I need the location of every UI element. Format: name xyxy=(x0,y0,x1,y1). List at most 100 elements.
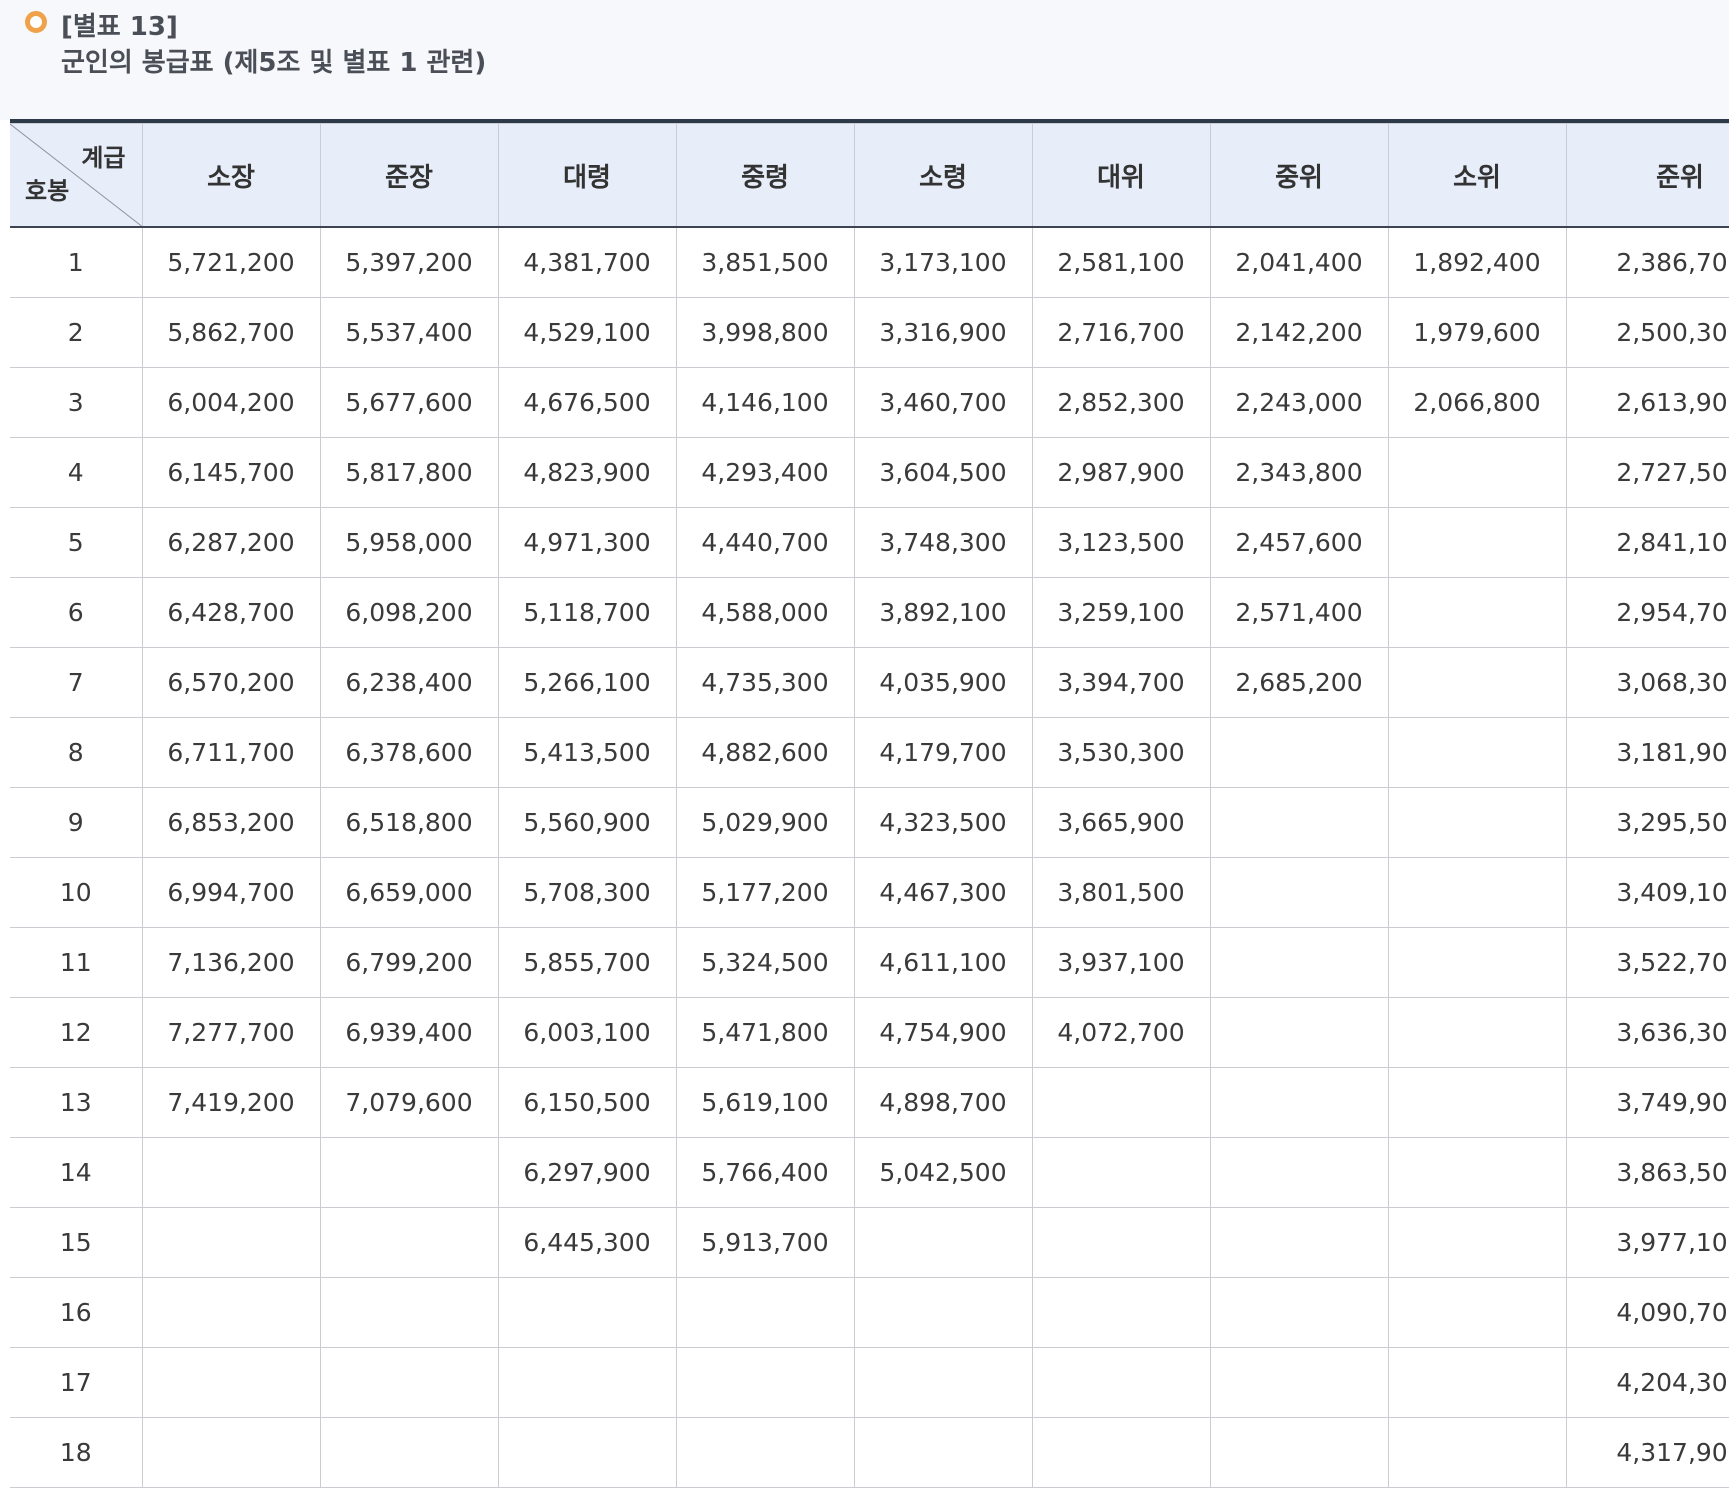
pay-cell: 6,570,200 xyxy=(141,647,321,718)
pay-cell: 7,277,700 xyxy=(141,997,321,1068)
pay-cell xyxy=(141,1277,321,1348)
pay-cell xyxy=(1387,437,1567,508)
step-cell: 8 xyxy=(10,717,143,788)
pay-cell: 2,987,900 xyxy=(1031,437,1211,508)
rank-axis-label: 계급 xyxy=(81,144,126,172)
pay-cell xyxy=(1387,577,1567,648)
pay-cell xyxy=(1209,927,1389,998)
pay-table-container: 계급 호봉 소장 준장 대령 중령 소령 대위 중위 소위 준위 1 5,721,200 5,397… xyxy=(10,119,1729,1495)
pay-cell: 3,530,300 xyxy=(1031,717,1211,788)
pay-cell: 2,041,400 xyxy=(1209,226,1389,298)
pay-cell xyxy=(319,1347,499,1418)
pay-cell: 4,735,300 xyxy=(675,647,855,718)
pay-cell: 6,799,200 xyxy=(319,927,499,998)
annex-number: [별표 13] xyxy=(61,12,178,42)
pay-cell: 1,892,400 xyxy=(1387,226,1567,298)
pay-cell xyxy=(1387,1137,1567,1208)
pay-cell: 2,685,200 xyxy=(1209,647,1389,718)
pay-cell: 4,898,700 xyxy=(853,1067,1033,1138)
pay-cell: 3,937,100 xyxy=(1031,927,1211,998)
pay-cell: 3,748,300 xyxy=(853,507,1033,578)
step-cell: 18 xyxy=(10,1417,143,1488)
diagonal-divider xyxy=(10,124,142,226)
pay-cell: 5,862,700 xyxy=(141,297,321,368)
pay-table-body: 1 5,721,200 5,397,200 4,381,700 3,851,500 3,1… xyxy=(10,226,1729,1488)
pay-cell xyxy=(675,1417,855,1488)
pay-cell xyxy=(1209,1277,1389,1348)
pay-cell xyxy=(1209,1067,1389,1138)
pay-cell: 3,173,100 xyxy=(853,226,1033,298)
pay-cell: 2,142,200 xyxy=(1209,297,1389,368)
pay-cell: 3,259,100 xyxy=(1031,577,1211,648)
rank-header-cell: 대위 xyxy=(1031,123,1211,228)
rank-header-cell: 중령 xyxy=(675,123,855,228)
pay-cell: 7,079,600 xyxy=(319,1067,499,1138)
pay-cell: 7,136,200 xyxy=(141,927,321,998)
rank-header-cell: 준위 xyxy=(1565,123,1729,228)
pay-cell: 2,386,700 xyxy=(1565,226,1729,298)
pay-cell: 3,749,900 xyxy=(1565,1067,1729,1138)
pay-cell: 4,588,000 xyxy=(675,577,855,648)
pay-cell: 4,882,600 xyxy=(675,717,855,788)
pay-cell xyxy=(1387,927,1567,998)
table-row: 9 6,853,200 6,518,800 5,560,900 5,029,900 4,3… xyxy=(10,787,1729,858)
corner-header-cell: 계급 호봉 xyxy=(10,123,143,228)
step-cell: 15 xyxy=(10,1207,143,1278)
pay-cell xyxy=(853,1347,1033,1418)
pay-cell xyxy=(1387,1277,1567,1348)
pay-cell: 4,823,900 xyxy=(497,437,677,508)
pay-cell: 4,529,100 xyxy=(497,297,677,368)
pay-cell: 5,958,000 xyxy=(319,507,499,578)
pay-cell xyxy=(141,1207,321,1278)
pay-cell: 4,676,500 xyxy=(497,367,677,438)
pay-cell xyxy=(319,1277,499,1348)
pay-cell xyxy=(141,1347,321,1418)
pay-cell: 4,146,100 xyxy=(675,367,855,438)
pay-cell xyxy=(1209,717,1389,788)
pay-cell: 5,913,700 xyxy=(675,1207,855,1278)
pay-cell xyxy=(1387,1207,1567,1278)
step-axis-label: 호봉 xyxy=(25,177,70,205)
pay-cell: 3,394,700 xyxy=(1031,647,1211,718)
pay-cell: 4,090,700 xyxy=(1565,1277,1729,1348)
step-cell: 2 xyxy=(10,297,143,368)
pay-cell: 1,979,600 xyxy=(1387,297,1567,368)
pay-cell: 4,317,900 xyxy=(1565,1417,1729,1488)
table-caption: 군인의 봉급표 (제5조 및 별표 1 관련) xyxy=(61,48,487,78)
pay-cell xyxy=(1209,857,1389,928)
pay-cell xyxy=(675,1347,855,1418)
rank-header-cell: 중위 xyxy=(1209,123,1389,228)
pay-cell: 4,323,500 xyxy=(853,787,1033,858)
pay-cell: 3,068,300 xyxy=(1565,647,1729,718)
pay-cell: 6,853,200 xyxy=(141,787,321,858)
pay-cell xyxy=(1031,1207,1211,1278)
rank-header-cell: 소위 xyxy=(1387,123,1567,228)
step-cell: 17 xyxy=(10,1347,143,1418)
pay-cell: 3,863,500 xyxy=(1565,1137,1729,1208)
pay-cell: 6,994,700 xyxy=(141,857,321,928)
pay-cell xyxy=(853,1207,1033,1278)
pay-cell: 5,560,900 xyxy=(497,787,677,858)
pay-cell xyxy=(141,1137,321,1208)
pay-cell xyxy=(497,1277,677,1348)
pay-cell: 2,571,400 xyxy=(1209,577,1389,648)
pay-cell: 4,611,100 xyxy=(853,927,1033,998)
pay-cell xyxy=(1387,507,1567,578)
pay-cell: 2,581,100 xyxy=(1031,226,1211,298)
pay-cell xyxy=(1387,857,1567,928)
pay-cell: 5,708,300 xyxy=(497,857,677,928)
pay-cell xyxy=(1031,1137,1211,1208)
pay-cell: 6,003,100 xyxy=(497,997,677,1068)
table-row: 6 6,428,700 6,098,200 5,118,700 4,588,000 3,8… xyxy=(10,577,1729,648)
pay-cell: 4,381,700 xyxy=(497,226,677,298)
table-row: 12 7,277,700 6,939,400 6,003,100 5,471,800 4,… xyxy=(10,997,1729,1068)
pay-cell: 6,297,900 xyxy=(497,1137,677,1208)
pay-cell xyxy=(1387,647,1567,718)
pay-cell: 6,445,300 xyxy=(497,1207,677,1278)
pay-cell: 3,636,300 xyxy=(1565,997,1729,1068)
pay-cell: 2,066,800 xyxy=(1387,367,1567,438)
table-row: 8 6,711,700 6,378,600 5,413,500 4,882,600 4,1… xyxy=(10,717,1729,788)
pay-cell: 2,727,500 xyxy=(1565,437,1729,508)
pay-cell: 5,677,600 xyxy=(319,367,499,438)
